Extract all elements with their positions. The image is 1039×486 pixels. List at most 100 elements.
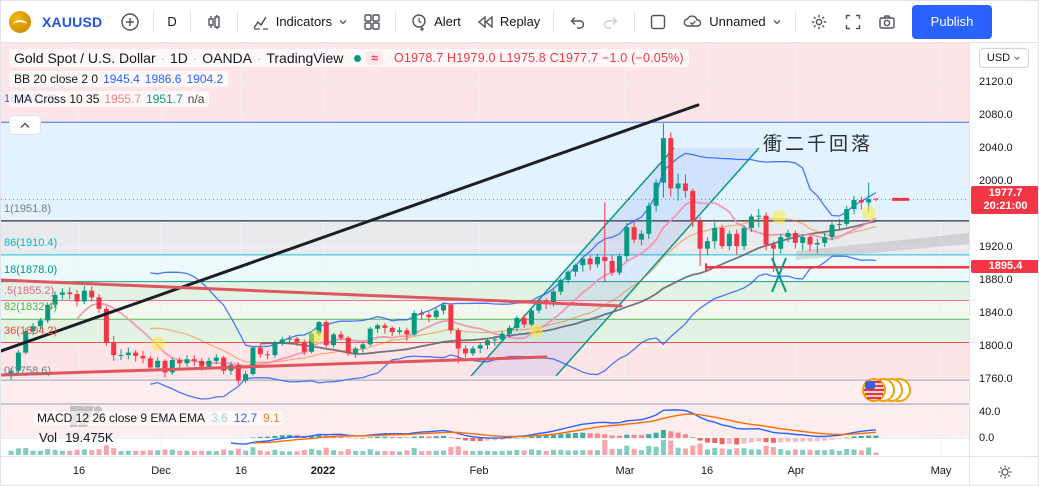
- bb-legend-row[interactable]: BB 20 close 2 0 1945.4 1986.6 1904.2: [9, 71, 229, 87]
- price-tick-label: 1800.0: [979, 340, 1013, 352]
- alert-label: Alert: [434, 14, 461, 29]
- indicator-templates-button[interactable]: [355, 8, 389, 36]
- price-chart-canvas[interactable]: [1, 43, 969, 456]
- currency-label: USD: [986, 52, 1011, 64]
- symbol-name: XAUUSD: [42, 13, 103, 30]
- chart-area[interactable]: Gold Spot / U.S. Dollar · 1D · OANDA · T…: [1, 43, 969, 456]
- price-tick-label: 2040.0: [979, 142, 1013, 154]
- top-toolbar: XAUUSD D Indicators Alert Replay: [1, 1, 1038, 43]
- chevron-down-icon: [339, 19, 347, 24]
- macd-label: MACD 12 26 close 9 EMA EMA: [37, 411, 206, 425]
- approx-price-icon: ≈: [366, 51, 383, 65]
- interval-button[interactable]: D: [160, 10, 183, 33]
- indicators-button[interactable]: Indicators: [244, 8, 355, 36]
- gear-icon: [811, 14, 826, 29]
- candles-icon: [208, 14, 220, 29]
- bb-upper-value: 1986.6: [144, 72, 182, 86]
- redo-arrow-icon: [604, 16, 618, 29]
- macd-tick-label: 0.0: [979, 432, 995, 444]
- legend-separator: ·: [257, 50, 262, 66]
- symbol-search-button[interactable]: XAUUSD: [35, 10, 109, 34]
- last-price-badge: 1977.7 20:21:00: [971, 186, 1038, 215]
- bb-lower-value: 1904.2: [186, 72, 224, 86]
- layout-name-label: Unnamed: [709, 14, 766, 29]
- price-tick-label: 1920.0: [979, 241, 1013, 253]
- time-tick-label: Feb: [469, 465, 489, 477]
- undo-arrow-icon: [570, 16, 585, 29]
- symbol-legend-row[interactable]: Gold Spot / U.S. Dollar · 1D · OANDA · T…: [9, 49, 689, 67]
- bar-countdown: 20:21:00: [983, 200, 1028, 213]
- grid-templates-icon: [364, 13, 380, 30]
- layout-button[interactable]: [641, 8, 675, 36]
- legend-title: Gold Spot / U.S. Dollar: [14, 50, 156, 66]
- time-tick-label: 16: [700, 465, 714, 477]
- interval-label: D: [167, 14, 177, 29]
- screenshot-button[interactable]: [870, 8, 904, 36]
- settings-button[interactable]: [802, 8, 836, 36]
- axis-settings-cell[interactable]: [969, 456, 1038, 485]
- legend-interval: 1D: [169, 50, 188, 66]
- legend-separator: ·: [160, 50, 165, 66]
- redo-button[interactable]: [594, 8, 628, 36]
- time-tick-label: 16: [234, 465, 248, 477]
- indicators-label: Indicators: [275, 14, 333, 29]
- fib-level-label: 18(1878.0): [4, 264, 58, 276]
- undo-button[interactable]: [560, 8, 594, 36]
- chevron-down-icon: [773, 19, 781, 24]
- fib-level-label: 36(1804.2): [4, 325, 58, 337]
- time-tick-label: 2022: [310, 465, 336, 477]
- fib-level-label: 86(1910.4): [4, 237, 58, 249]
- currency-button[interactable]: USD: [979, 48, 1029, 68]
- fullscreen-button[interactable]: [836, 8, 870, 36]
- price-tick-label: 2080.0: [979, 109, 1013, 121]
- time-axis[interactable]: 16 Dec 16 2022 Feb Mar 16 Apr May: [1, 456, 969, 485]
- bb-label: BB 20 close 2 0: [14, 72, 99, 86]
- fullscreen-icon: [845, 14, 860, 29]
- pane-collapse-button[interactable]: [9, 115, 41, 135]
- user-avatar[interactable]: [9, 10, 31, 33]
- replay-rewind-icon: [477, 15, 493, 28]
- layout-square-icon: [651, 14, 666, 29]
- chevron-down-icon: [1014, 56, 1020, 60]
- macd-tick-label: 40.0: [979, 406, 1001, 418]
- camera-icon: [878, 14, 895, 29]
- replay-button[interactable]: Replay: [468, 8, 547, 36]
- price-scale[interactable]: USD 2120.0 2080.0 2040.0 2000.0 1920.0 1880.0…: [969, 43, 1038, 456]
- time-tick-label: 16: [72, 465, 86, 477]
- chart-annotation-text[interactable]: 衝二千回落: [763, 134, 874, 155]
- cloud-save-icon: [683, 14, 702, 27]
- ma-fast-value: 1955.7: [104, 92, 142, 106]
- fib-level-label: .5(1855.2): [4, 285, 55, 297]
- macd-hist-value: 3.6: [211, 411, 228, 425]
- bb-basis-value: 1945.4: [103, 72, 140, 86]
- legend-provider: TradingView: [266, 50, 344, 66]
- publish-button[interactable]: Publish: [911, 4, 993, 39]
- time-tick-label: Mar: [615, 465, 635, 477]
- volume-value: 19.475K: [65, 430, 114, 445]
- last-price-value: 1977.7: [988, 187, 1023, 200]
- macd-line-value: 12.7: [233, 411, 258, 425]
- market-status-icon: [354, 54, 362, 62]
- alert-clock-icon: [412, 13, 426, 31]
- ma-cross-legend-row[interactable]: MA Cross 10 35 1955.7 1951.7 n/a: [9, 91, 210, 107]
- save-layout-button[interactable]: Unnamed: [675, 8, 788, 36]
- compare-add-symbol-button[interactable]: [113, 8, 147, 36]
- fib-level-label: 82(1832.4): [4, 301, 58, 313]
- price-tick-label: 1760.0: [979, 373, 1013, 385]
- price-tick-label: 1840.0: [979, 307, 1013, 319]
- volume-label: Vol: [39, 430, 58, 445]
- volume-legend-row[interactable]: Vol 19.475K: [39, 430, 114, 445]
- price-tick-label: 2120.0: [979, 76, 1013, 88]
- chart-style-button[interactable]: [197, 8, 231, 36]
- legend-separator: ·: [192, 50, 198, 66]
- macd-signal-value: 9.1: [263, 411, 280, 425]
- alert-button[interactable]: Alert: [402, 8, 468, 36]
- level-price-badge: 1895.4: [971, 260, 1038, 274]
- macd-legend-row[interactable]: MACD 12 26 close 9 EMA EMA 3.6 12.7 9.1: [34, 411, 283, 425]
- ohlc-values: O1978.7 H1979.0 L1975.8 C1977.7 −1.0 (−0…: [394, 51, 684, 65]
- time-tick-label: Dec: [151, 465, 171, 477]
- indicators-icon: [253, 16, 268, 30]
- chevron-up-icon: [20, 122, 30, 128]
- us-flag-stickers[interactable]: [857, 377, 913, 408]
